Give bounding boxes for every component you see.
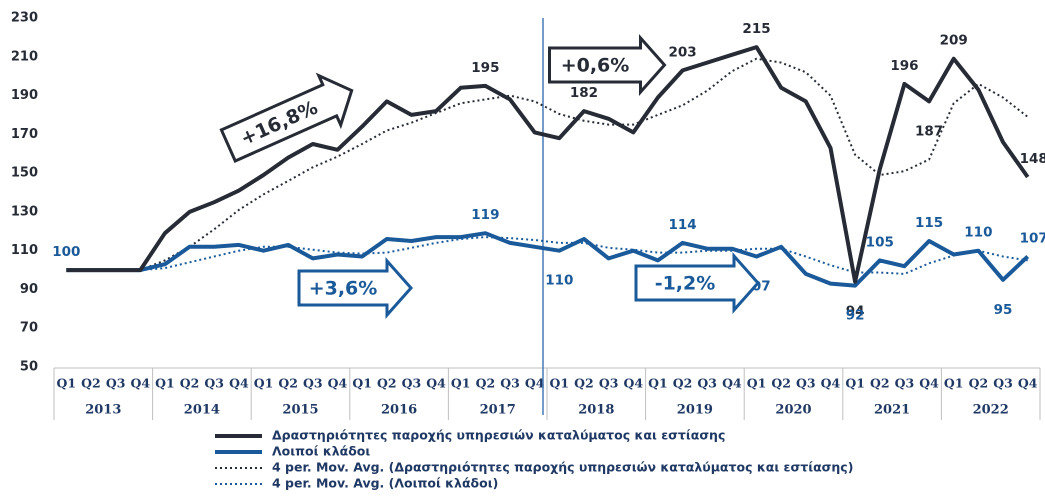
x-tick-label: Q1	[944, 376, 964, 391]
data-label: 196	[890, 58, 918, 74]
x-tick-label: Q4	[623, 376, 643, 391]
series-line	[66, 45, 1030, 284]
x-tick-label: Q3	[599, 376, 619, 391]
year-label: 2019	[677, 403, 713, 418]
x-tick-label: Q3	[500, 376, 520, 391]
y-tick-label: 50	[20, 360, 38, 375]
x-tick-label: Q1	[845, 376, 865, 391]
annotation-text: +0,6%	[561, 55, 630, 77]
x-tick-label: Q4	[919, 376, 939, 391]
data-label: 115	[915, 215, 943, 231]
x-tick-label: Q2	[673, 376, 693, 391]
x-tick-label: Q1	[648, 376, 668, 391]
x-tick-label: Q4	[525, 376, 545, 391]
x-tick-label: Q4	[130, 376, 150, 391]
y-tick-label: 230	[11, 11, 38, 26]
data-label: 110	[545, 273, 573, 289]
year-label: 2015	[282, 403, 318, 418]
x-tick-label: Q3	[303, 376, 323, 391]
x-tick-label: Q2	[81, 376, 101, 391]
legend-label: 4 per. Mov. Avg. (Λοιποί κλάδοι)	[272, 476, 498, 491]
data-label: 100	[52, 244, 80, 260]
x-tick-label: Q4	[229, 376, 249, 391]
year-label: 2017	[480, 403, 516, 418]
x-tick-label: Q4	[1018, 376, 1038, 391]
moving-average-line	[139, 57, 1029, 272]
y-tick-label: 90	[20, 282, 38, 297]
year-label: 2020	[775, 403, 811, 418]
data-label: 203	[668, 44, 696, 60]
y-tick-label: 150	[11, 166, 38, 181]
legend-label: Δραστηριότητες παροχής υπηρεσιών καταλύμ…	[272, 428, 725, 443]
x-tick-label: Q1	[352, 376, 372, 391]
data-label: 148	[1020, 151, 1045, 167]
data-label: 209	[940, 33, 968, 49]
x-tick-label: Q2	[771, 376, 791, 391]
moving-average-line	[140, 236, 1028, 275]
data-label: 105	[866, 234, 894, 250]
data-label: 187	[915, 123, 943, 139]
arrow-shape	[297, 257, 414, 319]
arrow-shape	[634, 252, 761, 314]
x-tick-label: Q4	[722, 376, 742, 391]
x-tick-label: Q2	[180, 376, 200, 391]
x-tick-label: Q3	[106, 376, 126, 391]
annotation-text: -1,2%	[655, 273, 716, 295]
arrow-shape	[548, 34, 667, 96]
legend-label: 4 per. Mov. Avg. (Δραστηριότητες παροχής…	[272, 460, 853, 475]
data-label: 215	[742, 21, 770, 37]
x-tick-label: Q2	[969, 376, 989, 391]
data-label: 119	[471, 207, 499, 223]
legend-label: Λοιποί κλάδοι	[272, 444, 370, 459]
data-label: 92	[846, 308, 865, 324]
year-label: 2014	[184, 403, 220, 418]
x-tick-label: Q4	[328, 376, 348, 391]
year-label: 2018	[578, 403, 614, 418]
data-label: 94	[846, 304, 865, 320]
data-label: 110	[964, 225, 992, 241]
x-tick-label: Q2	[574, 376, 594, 391]
x-tick-label: Q2	[476, 376, 496, 391]
x-tick-label: Q2	[870, 376, 890, 391]
data-label: 182	[570, 85, 598, 101]
annotation-arrow: -1,2%	[634, 252, 761, 314]
y-tick-label: 170	[11, 127, 38, 142]
data-label: 95	[994, 302, 1013, 318]
x-tick-label: Q2	[377, 376, 397, 391]
x-tick-label: Q3	[402, 376, 422, 391]
y-tick-label: 70	[20, 321, 38, 336]
year-label: 2016	[381, 403, 417, 418]
x-tick-label: Q3	[993, 376, 1013, 391]
x-tick-label: Q1	[254, 376, 274, 391]
x-tick-label: Q1	[747, 376, 767, 391]
data-label: 195	[471, 60, 499, 76]
x-tick-label: Q4	[821, 376, 841, 391]
year-label: 2013	[85, 403, 121, 418]
y-tick-label: 110	[11, 243, 38, 258]
year-label: 2021	[874, 403, 910, 418]
annotation-arrow: +0,6%	[548, 34, 667, 96]
series-line	[66, 231, 1030, 288]
arrow-shape	[219, 72, 354, 163]
data-label: 114	[668, 217, 696, 233]
data-label: 107	[1020, 230, 1045, 246]
x-tick-label: Q1	[155, 376, 175, 391]
x-tick-label: Q4	[426, 376, 446, 391]
annotation-arrow: +16,8%	[219, 72, 354, 163]
x-tick-label: Q1	[57, 376, 77, 391]
x-tick-label: Q2	[278, 376, 298, 391]
x-tick-label: Q3	[204, 376, 224, 391]
y-tick-label: 210	[11, 49, 38, 64]
x-tick-label: Q1	[451, 376, 471, 391]
x-tick-label: Q3	[796, 376, 816, 391]
annotation-text: +3,6%	[309, 278, 378, 300]
year-label: 2022	[973, 403, 1009, 418]
annotation-arrow: +3,6%	[297, 257, 414, 319]
x-tick-label: Q3	[697, 376, 717, 391]
y-tick-label: 130	[11, 204, 38, 219]
x-tick-label: Q3	[895, 376, 915, 391]
y-tick-label: 190	[11, 88, 38, 103]
x-tick-label: Q1	[550, 376, 570, 391]
